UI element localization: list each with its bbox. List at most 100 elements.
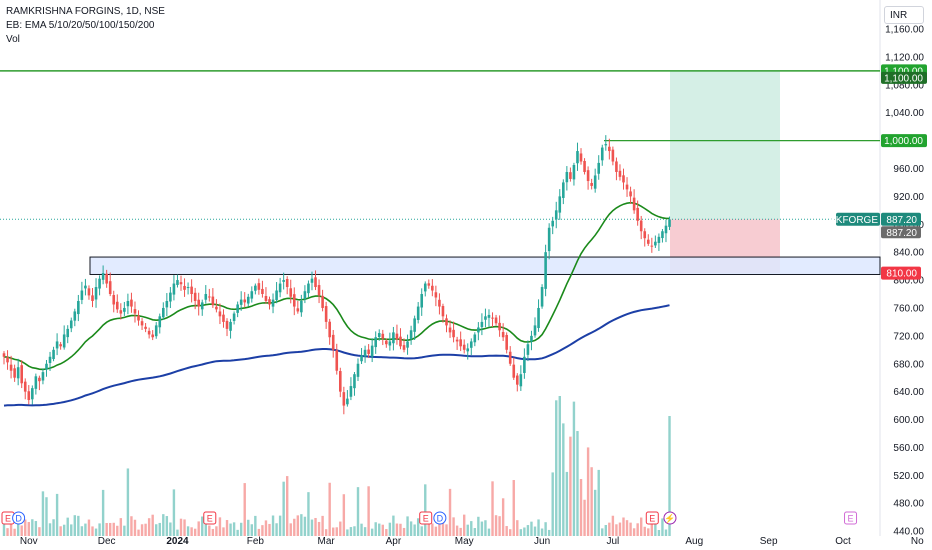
- candle-body: [608, 146, 611, 152]
- volume-bar: [328, 482, 331, 536]
- volume-bar: [112, 522, 115, 536]
- candle-body: [6, 357, 9, 363]
- volume-bar: [523, 527, 526, 536]
- candle-body: [639, 220, 643, 232]
- candle-body: [193, 292, 197, 301]
- candle-body: [346, 398, 349, 405]
- volume-bar: [431, 523, 434, 536]
- volume-bar: [208, 525, 211, 536]
- volume-bar: [34, 521, 38, 536]
- volume-bar: [562, 423, 565, 536]
- volume-bar: [73, 515, 76, 536]
- volume-bar: [360, 523, 363, 536]
- volume-bar: [615, 524, 618, 536]
- last-price-gray: 887.20: [886, 228, 917, 239]
- volume-bar: [155, 524, 158, 536]
- volume-bar: [257, 528, 261, 536]
- candle-body: [431, 285, 434, 291]
- volume-bar: [286, 476, 289, 536]
- candle-body: [222, 314, 225, 322]
- volume-bar: [509, 529, 512, 536]
- candle-body: [565, 171, 569, 183]
- volume-bar: [558, 396, 561, 536]
- candle-body: [586, 170, 590, 182]
- volume-bar: [540, 528, 544, 536]
- candle-body: [91, 295, 94, 301]
- volume-bar: [445, 524, 448, 536]
- volume-bar: [455, 525, 459, 536]
- candle-body: [409, 330, 413, 340]
- candle-body: [285, 278, 289, 288]
- volume-bar: [466, 524, 469, 536]
- x-tick-label: Dec: [98, 536, 116, 547]
- volume-bar: [385, 529, 388, 536]
- candle-body: [420, 294, 424, 308]
- price-tag-1100-level-bg: [881, 71, 927, 84]
- candle-body: [477, 327, 480, 333]
- candle-body: [611, 149, 615, 162]
- volume-bar: [601, 528, 604, 536]
- volume-legend[interactable]: Vol: [6, 34, 20, 45]
- chart-title: RAMKRISHNA FORGINS, 1D, NSE: [6, 6, 165, 17]
- candle-body: [572, 165, 576, 180]
- candle-body: [335, 350, 339, 371]
- volume-bar: [16, 520, 20, 536]
- candle-body: [186, 287, 190, 289]
- x-tick-label: Oct: [835, 536, 851, 547]
- candle-body: [101, 273, 105, 280]
- candle-body: [172, 283, 176, 295]
- volume-bar: [533, 526, 537, 536]
- ema-50-line: [3, 201, 670, 371]
- candle-body: [562, 182, 565, 198]
- candle-body: [9, 364, 13, 371]
- candle-body: [349, 386, 353, 397]
- volume-bar: [353, 526, 356, 536]
- candle-body: [23, 381, 27, 392]
- candle-body: [243, 299, 247, 303]
- candle-body: [48, 356, 52, 364]
- candle-body: [31, 388, 34, 400]
- candle-body: [151, 334, 154, 338]
- earnings-badge-label: E: [423, 514, 429, 524]
- candle-body: [416, 306, 420, 320]
- candle-body: [558, 196, 562, 213]
- candle-body: [52, 349, 55, 360]
- candle-body: [140, 321, 144, 326]
- dividend-badge-label: D: [437, 514, 444, 524]
- currency-selector[interactable]: INR: [884, 6, 924, 24]
- candle-body: [268, 299, 271, 305]
- volume-bar: [243, 483, 246, 536]
- volume-bar: [544, 522, 547, 536]
- volume-bar: [537, 519, 540, 536]
- volume-bar: [473, 528, 477, 536]
- candle-body: [654, 241, 657, 246]
- volume-bar: [367, 486, 370, 536]
- volume-bar: [551, 472, 554, 536]
- candle-body: [374, 337, 377, 348]
- y-tick-label: 1,160.00: [885, 25, 924, 36]
- volume-bar: [303, 516, 307, 536]
- volume-bar: [13, 528, 16, 536]
- x-tick-label: Jul: [606, 536, 619, 547]
- candle-body: [77, 300, 80, 315]
- volume-bar: [41, 491, 45, 536]
- candle-body: [126, 300, 130, 307]
- candle-body: [328, 321, 331, 338]
- candle-body: [473, 334, 477, 343]
- candle-body: [367, 349, 370, 354]
- candle-body: [73, 311, 77, 321]
- volume-bar: [597, 469, 600, 536]
- volume-bar: [494, 515, 498, 536]
- volume-bar: [583, 499, 586, 536]
- split-badge-label: ⚡: [664, 513, 675, 525]
- candle-body: [87, 288, 91, 296]
- volume-bar: [569, 436, 572, 536]
- candle-body: [211, 296, 215, 306]
- volume-bar: [183, 519, 186, 536]
- volume-bar: [62, 524, 66, 536]
- candle-body: [208, 296, 211, 298]
- volume-bar: [395, 523, 399, 536]
- indicator-legend[interactable]: EB: EMA 5/10/20/50/100/150/200: [6, 20, 155, 31]
- candle-body: [604, 144, 608, 146]
